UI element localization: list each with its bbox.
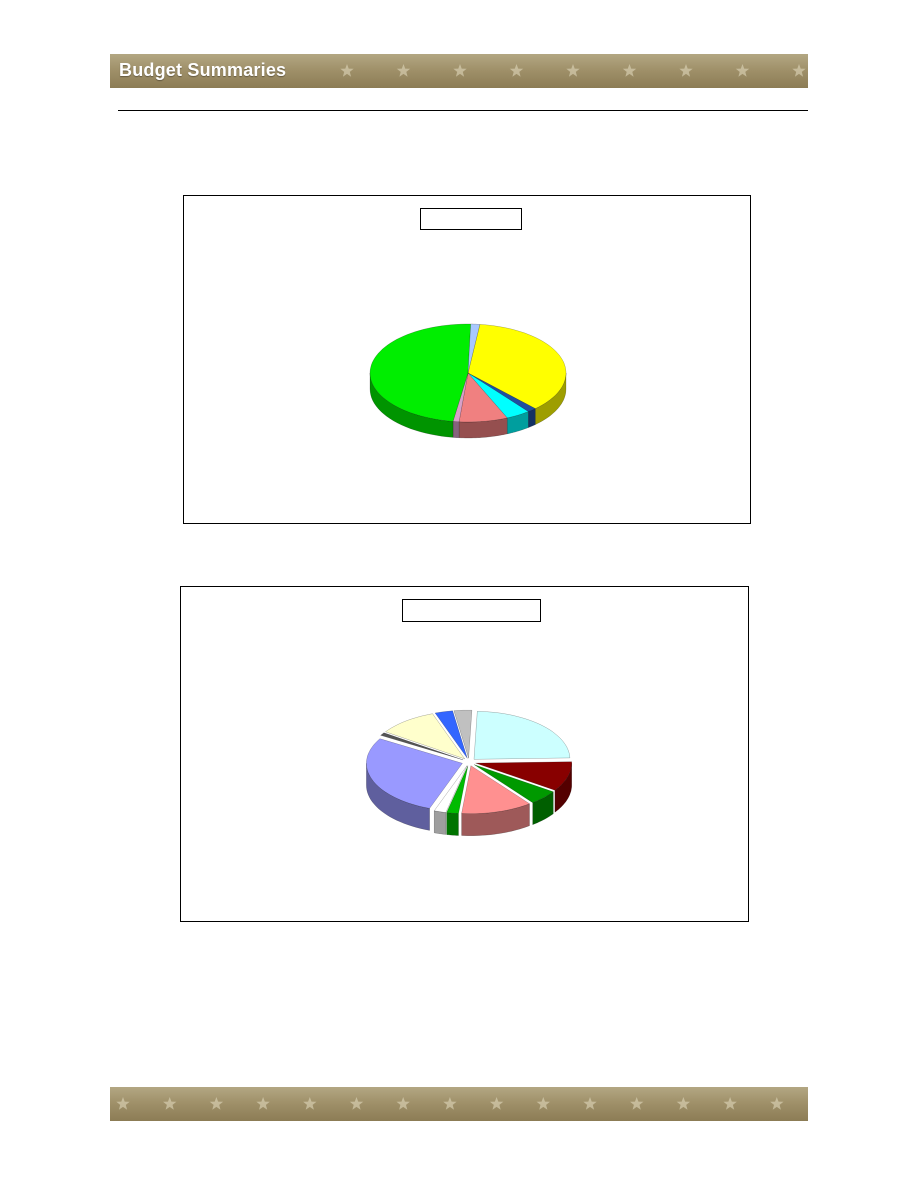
header-divider bbox=[118, 110, 808, 111]
chart-2-slice-10 bbox=[434, 710, 468, 759]
star-icon bbox=[303, 1097, 317, 1110]
star-icon bbox=[735, 64, 750, 77]
chart-2-slice-2-side bbox=[554, 763, 572, 813]
chart-2-frame bbox=[180, 586, 749, 922]
chart-1-title bbox=[420, 208, 522, 230]
footer-banner bbox=[110, 1087, 808, 1121]
star-icon bbox=[163, 1097, 177, 1110]
chart-2-pie bbox=[366, 709, 572, 836]
chart-1-slice-5 bbox=[452, 372, 469, 423]
star-decoration bbox=[340, 64, 806, 77]
chart-2-slice-4 bbox=[461, 765, 531, 814]
chart-1-slice-3 bbox=[467, 372, 529, 419]
star-icon bbox=[723, 1097, 737, 1110]
star-icon bbox=[630, 1097, 644, 1110]
chart-1-pie bbox=[369, 323, 567, 439]
star-icon bbox=[116, 1097, 130, 1110]
chart-2-slice-6-side bbox=[433, 810, 447, 835]
chart-2-slice-6 bbox=[433, 765, 468, 813]
chart-2-slice-7-side bbox=[366, 763, 430, 831]
chart-1-slice-5-side bbox=[452, 421, 460, 439]
star-icon bbox=[509, 64, 524, 77]
chart-2-slice-3 bbox=[473, 764, 554, 803]
star-icon bbox=[396, 64, 411, 77]
chart-1-slice-4 bbox=[458, 372, 508, 423]
star-decoration bbox=[116, 1097, 784, 1110]
star-icon bbox=[453, 64, 467, 77]
chart-2-slice-9 bbox=[384, 713, 466, 760]
chart-1-slice-6 bbox=[369, 323, 471, 422]
star-icon bbox=[536, 1097, 550, 1110]
chart-2-slice-3-side bbox=[532, 791, 554, 826]
star-icon bbox=[209, 1097, 224, 1110]
star-icon bbox=[489, 1097, 504, 1110]
star-icon bbox=[770, 1097, 784, 1110]
star-icon bbox=[566, 64, 580, 77]
star-icon bbox=[622, 64, 637, 77]
chart-1-slice-1 bbox=[467, 324, 567, 409]
star-icon bbox=[676, 1097, 691, 1110]
chart-2-slice-5-side bbox=[446, 812, 459, 836]
chart-1-slice-7 bbox=[467, 323, 481, 374]
chart-2-slice-2 bbox=[475, 761, 572, 791]
star-icon bbox=[256, 1097, 270, 1110]
star-icon bbox=[443, 1097, 457, 1110]
chart-2-slice-8 bbox=[380, 732, 464, 761]
chart-1-frame bbox=[183, 195, 751, 524]
chart-2-slice-7 bbox=[366, 738, 463, 809]
page-title: Budget Summaries bbox=[119, 60, 287, 80]
header-banner: Budget Summaries bbox=[110, 54, 808, 88]
star-icon bbox=[340, 64, 354, 77]
star-icon bbox=[396, 1097, 410, 1110]
chart-2-slice-1 bbox=[473, 711, 571, 760]
star-icon bbox=[792, 64, 806, 77]
chart-2-slice-11 bbox=[453, 709, 473, 759]
chart-1-slice-2-side bbox=[528, 408, 536, 428]
chart-2-title bbox=[402, 599, 541, 622]
chart-2-slice-5 bbox=[446, 765, 469, 814]
chart-1-slice-2 bbox=[467, 372, 536, 412]
star-icon bbox=[349, 1097, 364, 1110]
star-icon bbox=[679, 64, 693, 77]
star-icon bbox=[583, 1097, 597, 1110]
